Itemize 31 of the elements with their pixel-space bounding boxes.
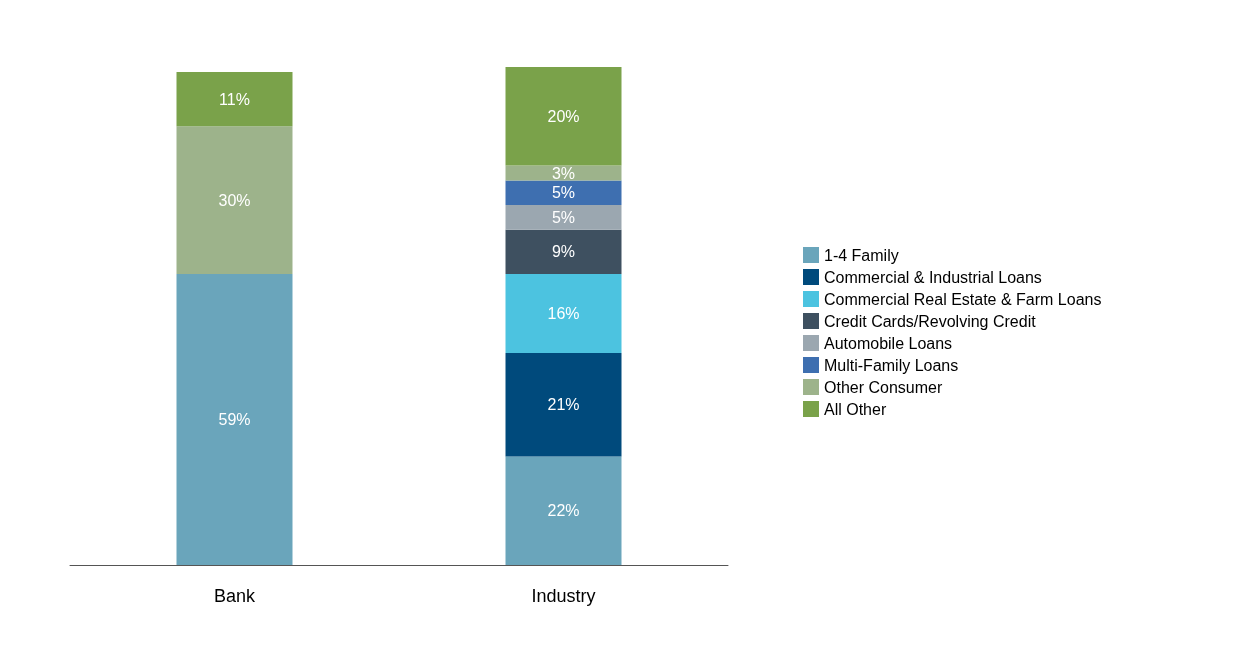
legend-label: Commercial Real Estate & Farm Loans xyxy=(824,290,1102,308)
legend-label: Credit Cards/Revolving Credit xyxy=(824,312,1037,330)
data-label: 30% xyxy=(218,191,251,209)
bar xyxy=(176,71,293,127)
x-tick-label: Industry xyxy=(531,586,596,606)
data-label: 11% xyxy=(219,90,250,108)
legend-label: 1-4 Family xyxy=(824,246,899,264)
data-label: 21% xyxy=(547,396,580,414)
bar xyxy=(176,274,293,565)
bar xyxy=(505,274,622,353)
data-label: 59% xyxy=(218,411,251,429)
legend-label: Multi-Family Loans xyxy=(824,356,959,374)
legend-label: Other Consumer xyxy=(824,378,943,396)
x-tick-label: Bank xyxy=(213,586,257,606)
legend-label: Automobile Loans xyxy=(824,334,953,352)
data-label: 5% xyxy=(551,184,576,202)
bar xyxy=(505,67,622,166)
legend-label: Commercial & Industrial Loans xyxy=(824,268,1042,286)
bar xyxy=(505,229,622,275)
data-label: 16% xyxy=(547,305,580,323)
bar xyxy=(505,205,622,230)
data-label: 22% xyxy=(547,502,580,520)
data-label: 5% xyxy=(551,208,576,226)
bar xyxy=(505,352,622,457)
data-label: 20% xyxy=(547,107,580,125)
data-label: 9% xyxy=(551,243,576,261)
bar xyxy=(176,126,293,275)
bar xyxy=(505,180,622,206)
data-label: 3% xyxy=(551,164,576,182)
bar xyxy=(505,456,622,565)
legend-label: All Other xyxy=(824,400,887,418)
